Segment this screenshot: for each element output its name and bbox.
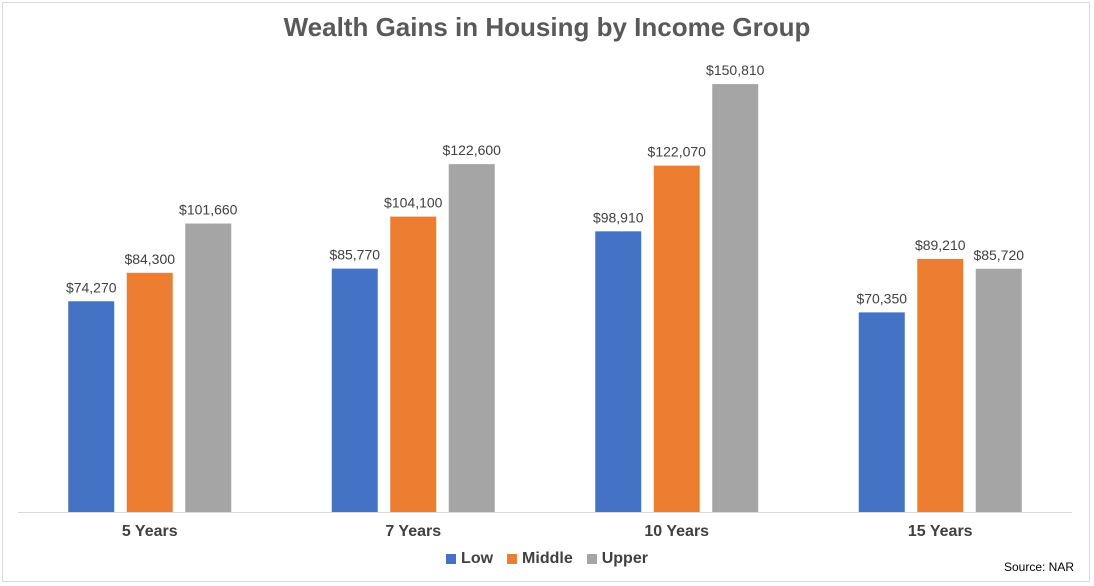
bar-low-1 [331,268,378,512]
bar-upper-3 [975,268,1022,512]
bar-low-0 [68,301,115,512]
legend-swatch-middle [507,554,518,564]
data-label-middle-3: $89,210 [915,237,966,253]
bar-middle-3 [917,258,964,512]
bar-upper-0 [185,223,232,513]
data-label-middle-1: $104,100 [384,195,443,211]
legend-label-upper: Upper [601,550,648,567]
bar-middle-1 [390,216,437,512]
data-label-middle-0: $84,300 [124,251,175,267]
legend-item-low: Low [446,550,493,568]
legend-item-middle: Middle [507,550,573,568]
data-label-upper-2: $150,810 [706,62,765,78]
bar-upper-2 [712,84,759,512]
data-label-low-1: $85,770 [329,247,380,263]
bar-low-3 [858,312,905,512]
data-label-upper-3: $85,720 [973,247,1024,263]
bar-middle-0 [126,272,173,512]
legend: Low Middle Upper [0,550,1094,568]
bar-low-2 [595,231,642,512]
legend-swatch-low [446,554,457,564]
data-label-upper-1: $122,600 [443,142,502,158]
bar-middle-2 [653,165,700,512]
chart-title: Wealth Gains in Housing by Income Group [283,12,811,42]
legend-label-low: Low [461,550,494,567]
data-label-low-3: $70,350 [856,290,907,306]
data-label-low-0: $74,270 [66,279,117,295]
source-note: Source: NAR [1003,560,1074,574]
x-tick-label-3: 15 Years [908,523,973,540]
bar-upper-1 [448,164,495,512]
legend-item-upper: Upper [586,550,648,568]
data-label-low-2: $98,910 [593,209,644,225]
legend-swatch-upper [586,554,597,564]
data-label-upper-0: $101,660 [179,202,238,218]
data-label-middle-2: $122,070 [648,144,707,160]
x-tick-label-1: 7 Years [385,523,441,540]
x-tick-label-2: 10 Years [644,523,709,540]
legend-label-middle: Middle [522,550,573,567]
x-tick-label-0: 5 Years [122,523,178,540]
